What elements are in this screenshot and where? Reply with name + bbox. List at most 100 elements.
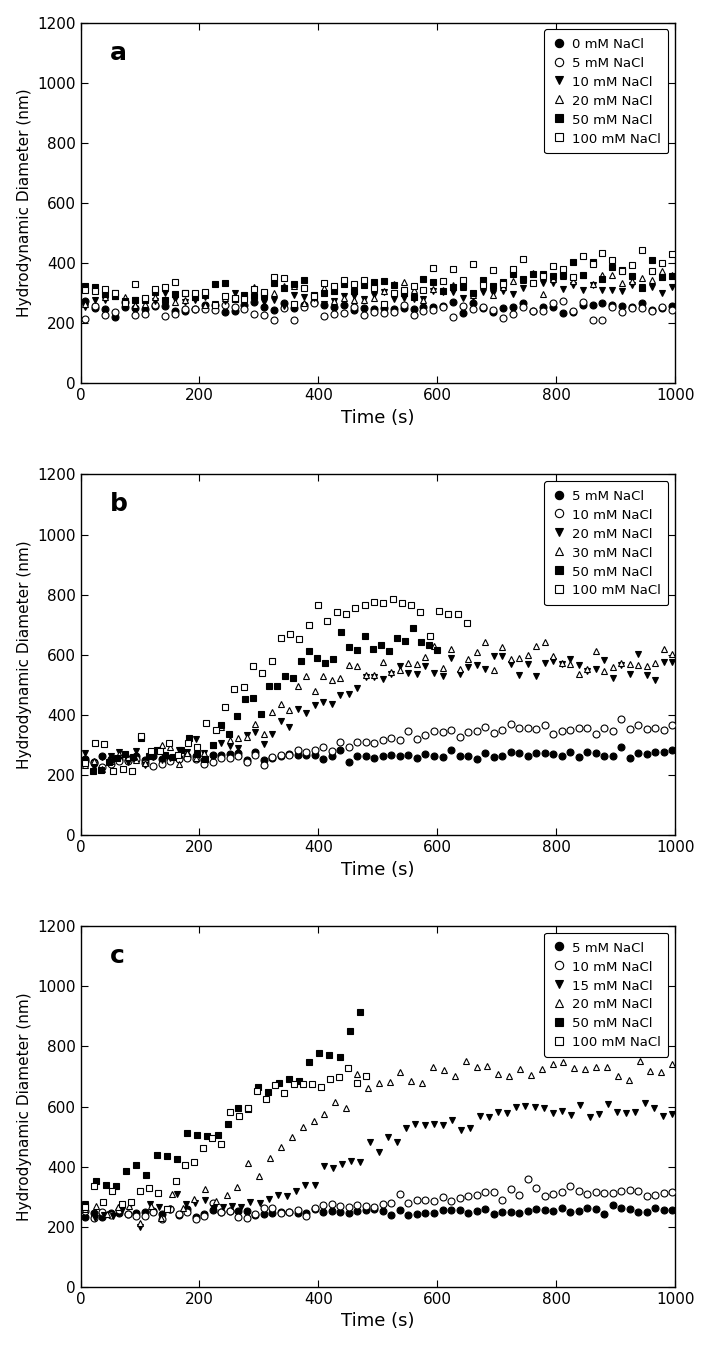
50 mM NaCl [313, 651, 321, 667]
100 mM NaCl [240, 291, 249, 307]
50 mM NaCl [177, 742, 186, 758]
100 mM NaCl [165, 735, 173, 752]
20 mM NaCl [624, 1072, 633, 1088]
50 mM NaCl [401, 633, 410, 649]
100 mM NaCl [280, 269, 289, 286]
0 mM NaCl [668, 298, 676, 314]
20 mM NaCl [459, 279, 468, 295]
5 mM NaCl [225, 746, 234, 762]
10 mM NaCl [449, 284, 458, 300]
100 mM NaCl [388, 591, 397, 607]
X-axis label: Time (s): Time (s) [341, 408, 415, 427]
100 mM NaCl [235, 1109, 243, 1125]
50 mM NaCl [191, 290, 199, 306]
100 mM NaCl [230, 680, 239, 696]
50 mM NaCl [385, 643, 394, 659]
50 mM NaCl [240, 287, 249, 303]
20 mM NaCl [668, 268, 676, 284]
0 mM NaCl [459, 304, 468, 321]
10 mM NaCl [225, 1203, 234, 1219]
50 mM NaCl [193, 1127, 201, 1144]
100 mM NaCl [127, 1193, 135, 1210]
50 mM NaCl [183, 1125, 191, 1141]
Line: 10 mM NaCl: 10 mM NaCl [82, 279, 675, 311]
100 mM NaCl [316, 1079, 325, 1095]
20 mM NaCl [290, 277, 299, 294]
100 mM NaCl [290, 295, 299, 311]
5 mM NaCl [592, 745, 600, 761]
100 mM NaCl [217, 1136, 225, 1152]
100 mM NaCl [280, 1084, 289, 1100]
50 mM NaCl [345, 638, 353, 655]
30 mM NaCl [540, 633, 549, 649]
Line: 10 mM NaCl: 10 mM NaCl [82, 715, 675, 770]
20 mM NaCl [668, 1056, 676, 1072]
100 mM NaCl [109, 762, 117, 779]
Line: 5 mM NaCl: 5 mM NaCl [82, 298, 675, 323]
5 mM NaCl [609, 1197, 617, 1214]
100 mM NaCl [181, 1157, 189, 1173]
Legend: 5 mM NaCl, 10 mM NaCl, 15 mM NaCl, 20 mM NaCl, 50 mM NaCl, 100 mM NaCl: 5 mM NaCl, 10 mM NaCl, 15 mM NaCl, 20 mM… [544, 933, 668, 1057]
50 mM NaCl [648, 252, 656, 268]
50 mM NaCl [346, 1024, 354, 1040]
100 mM NaCl [146, 744, 155, 760]
30 mM NaCl [81, 757, 90, 773]
100 mM NaCl [156, 744, 164, 760]
Line: 20 mM NaCl: 20 mM NaCl [82, 268, 675, 308]
5 mM NaCl [81, 1208, 90, 1224]
5 mM NaCl [280, 300, 289, 317]
50 mM NaCl [201, 752, 210, 768]
100 mM NaCl [249, 657, 257, 674]
5 mM NaCl [270, 313, 279, 329]
5 mM NaCl [668, 302, 676, 318]
0 mM NaCl [81, 292, 90, 308]
20 mM NaCl [268, 726, 277, 742]
100 mM NaCl [260, 284, 269, 300]
10 mM NaCl [81, 1203, 90, 1219]
5 mM NaCl [98, 1208, 107, 1224]
50 mM NaCl [81, 1196, 90, 1212]
100 mM NaCl [435, 602, 444, 618]
20 mM NaCl [592, 660, 600, 676]
0 mM NaCl [111, 308, 119, 325]
100 mM NaCl [127, 762, 136, 779]
50 mM NaCl [244, 1100, 252, 1117]
5 mM NaCl [336, 742, 345, 758]
20 mM NaCl [166, 750, 175, 766]
50 mM NaCl [284, 1071, 293, 1087]
5 mM NaCl [592, 1202, 600, 1218]
Legend: 0 mM NaCl, 5 mM NaCl, 10 mM NaCl, 20 mM NaCl, 50 mM NaCl, 100 mM NaCl: 0 mM NaCl, 5 mM NaCl, 10 mM NaCl, 20 mM … [544, 30, 668, 154]
Line: 5 mM NaCl: 5 mM NaCl [82, 1202, 675, 1220]
50 mM NaCl [290, 276, 299, 292]
5 mM NaCl [166, 749, 175, 765]
50 mM NaCl [173, 1150, 181, 1167]
100 mM NaCl [638, 241, 646, 257]
20 mM NaCl [668, 655, 676, 671]
100 mM NaCl [425, 628, 434, 644]
100 mM NaCl [360, 597, 369, 613]
50 mM NaCl [209, 737, 218, 753]
20 mM NaCl [336, 687, 345, 703]
20 mM NaCl [81, 745, 90, 761]
100 mM NaCl [210, 296, 219, 313]
30 mM NaCl [412, 656, 421, 672]
Line: 30 mM NaCl: 30 mM NaCl [82, 638, 675, 772]
100 mM NaCl [343, 1060, 352, 1076]
50 mM NaCl [145, 748, 154, 764]
20 mM NaCl [280, 279, 289, 295]
100 mM NaCl [81, 1199, 90, 1215]
100 mM NaCl [244, 1100, 252, 1117]
100 mM NaCl [99, 1193, 107, 1210]
Line: 100 mM NaCl: 100 mM NaCl [82, 1065, 370, 1212]
10 mM NaCl [158, 1211, 166, 1227]
50 mM NaCl [112, 1177, 120, 1193]
50 mM NaCl [337, 624, 346, 640]
0 mM NaCl [191, 300, 199, 317]
50 mM NaCl [233, 709, 242, 725]
Text: a: a [110, 40, 127, 65]
20 mM NaCl [201, 298, 209, 314]
50 mM NaCl [142, 1167, 151, 1183]
100 mM NaCl [351, 599, 360, 616]
50 mM NaCl [289, 671, 298, 687]
15 mM NaCl [668, 1106, 676, 1122]
